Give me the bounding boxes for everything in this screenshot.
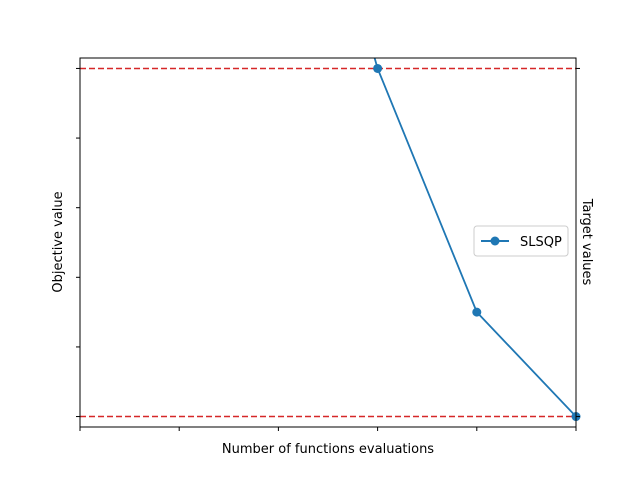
legend: SLSQP — [473, 225, 569, 257]
y-axis-label: Objective value — [51, 191, 66, 292]
legend-box — [473, 225, 569, 257]
legend-entry-slsqp: SLSQP — [520, 235, 562, 250]
plot-area-frame — [79, 57, 577, 428]
data-point-1 — [373, 63, 383, 73]
series-line-slsqp — [373, 58, 576, 418]
data-point-2 — [472, 307, 482, 317]
legend-marker-swatch — [490, 236, 500, 246]
y2-axis-label: Target values — [579, 198, 594, 286]
x-axis-label: Number of functions evaluations — [222, 442, 434, 457]
